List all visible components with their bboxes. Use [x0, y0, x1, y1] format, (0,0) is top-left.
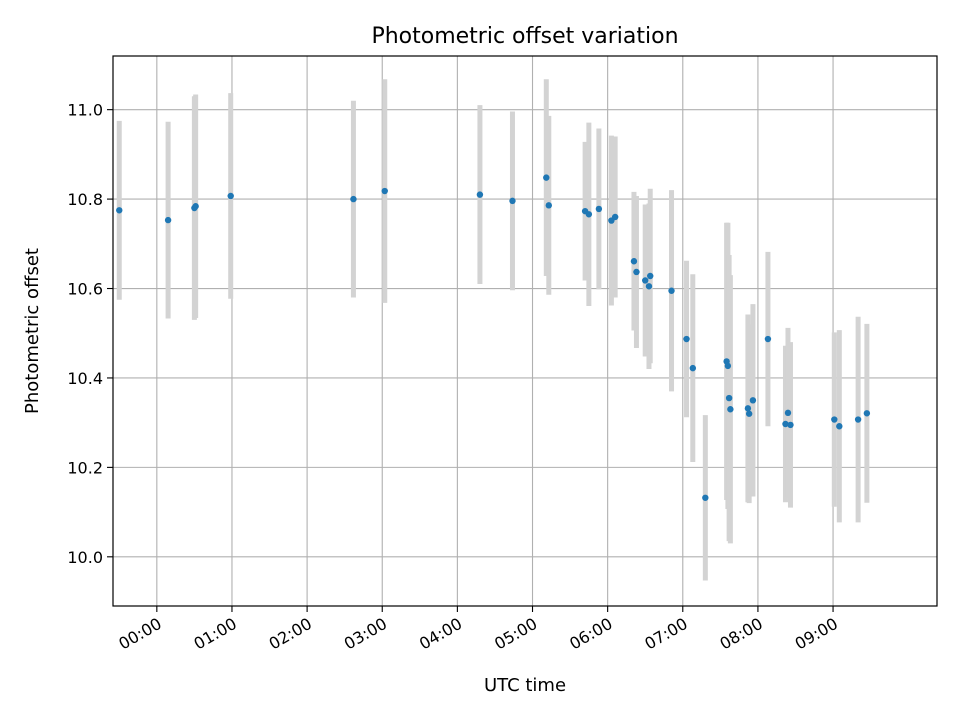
- data-point: [689, 364, 697, 372]
- data-point: [381, 187, 388, 195]
- data-point: [725, 394, 733, 402]
- data-points: [116, 174, 871, 501]
- y-tick-label: 10.0: [67, 548, 103, 567]
- data-point: [545, 202, 552, 209]
- data-point: [509, 197, 516, 205]
- data-point: [642, 277, 649, 284]
- data-point: [645, 283, 653, 290]
- data-point: [543, 174, 550, 181]
- data-point: [668, 287, 675, 294]
- chart-title: Photometric offset variation: [371, 24, 678, 49]
- data-point: [116, 207, 123, 214]
- data-point: [727, 406, 734, 413]
- data-point: [647, 272, 654, 280]
- y-tick-label: 10.8: [67, 190, 103, 209]
- grid-lines: [113, 56, 937, 606]
- data-point: [683, 335, 690, 343]
- data-point: [836, 423, 843, 430]
- data-point: [764, 335, 772, 343]
- data-point: [585, 211, 593, 218]
- data-point: [745, 410, 753, 417]
- data-point: [630, 258, 638, 265]
- plot-frame: [112, 55, 938, 607]
- data-point: [164, 216, 172, 224]
- y-tick-label: 10.6: [67, 280, 103, 299]
- plot-area: [113, 56, 937, 606]
- x-axis-label: UTC time: [484, 675, 566, 696]
- data-point: [702, 494, 709, 501]
- data-point: [192, 203, 199, 210]
- data-point: [476, 191, 484, 198]
- data-point: [784, 409, 792, 417]
- data-point: [863, 410, 871, 417]
- data-point: [595, 205, 603, 213]
- data-point: [831, 416, 838, 423]
- data-point: [749, 397, 757, 404]
- data-point: [787, 421, 794, 429]
- data-point: [633, 268, 640, 276]
- data-point: [854, 416, 862, 423]
- y-tick-label: 10.4: [67, 369, 103, 388]
- data-point: [724, 362, 732, 370]
- y-tick-label: 11.0: [67, 101, 103, 120]
- y-axis-label: Photometric offset: [22, 248, 43, 414]
- data-point: [227, 192, 234, 200]
- y-tick-label: 10.2: [67, 458, 103, 477]
- data-point: [782, 420, 789, 428]
- y-axis-ticks: 10.0 10.2 10.4 10.6 10.8 11.0: [67, 101, 113, 567]
- data-point: [350, 195, 357, 203]
- data-point: [611, 213, 619, 221]
- data-point: [744, 405, 752, 412]
